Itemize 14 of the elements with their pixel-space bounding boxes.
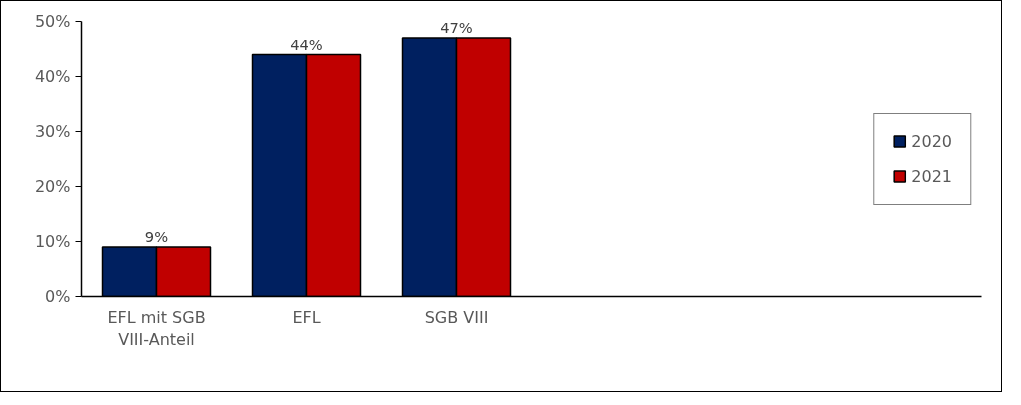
- y-tick-label: 0%: [45, 287, 71, 306]
- x-tick-label: EFL: [292, 307, 321, 327]
- legend-label: 2020: [911, 131, 952, 151]
- x-tick-label: EFL mit SGB VIII-Anteil: [107, 307, 206, 350]
- annotation: 44%: [290, 35, 323, 53]
- y-tick-label: 10%: [34, 232, 71, 251]
- annotation: 47%: [440, 19, 473, 36]
- annotation: 9%: [144, 228, 169, 245]
- y-tick-label: 30%: [34, 122, 71, 141]
- y-tick-label: 20%: [34, 177, 71, 196]
- y-tick-label: 40%: [34, 67, 71, 86]
- y-tick-label: 50%: [34, 12, 71, 31]
- x-tick-label: SGB VIII: [424, 307, 489, 327]
- legend-label: 2021: [911, 166, 952, 186]
